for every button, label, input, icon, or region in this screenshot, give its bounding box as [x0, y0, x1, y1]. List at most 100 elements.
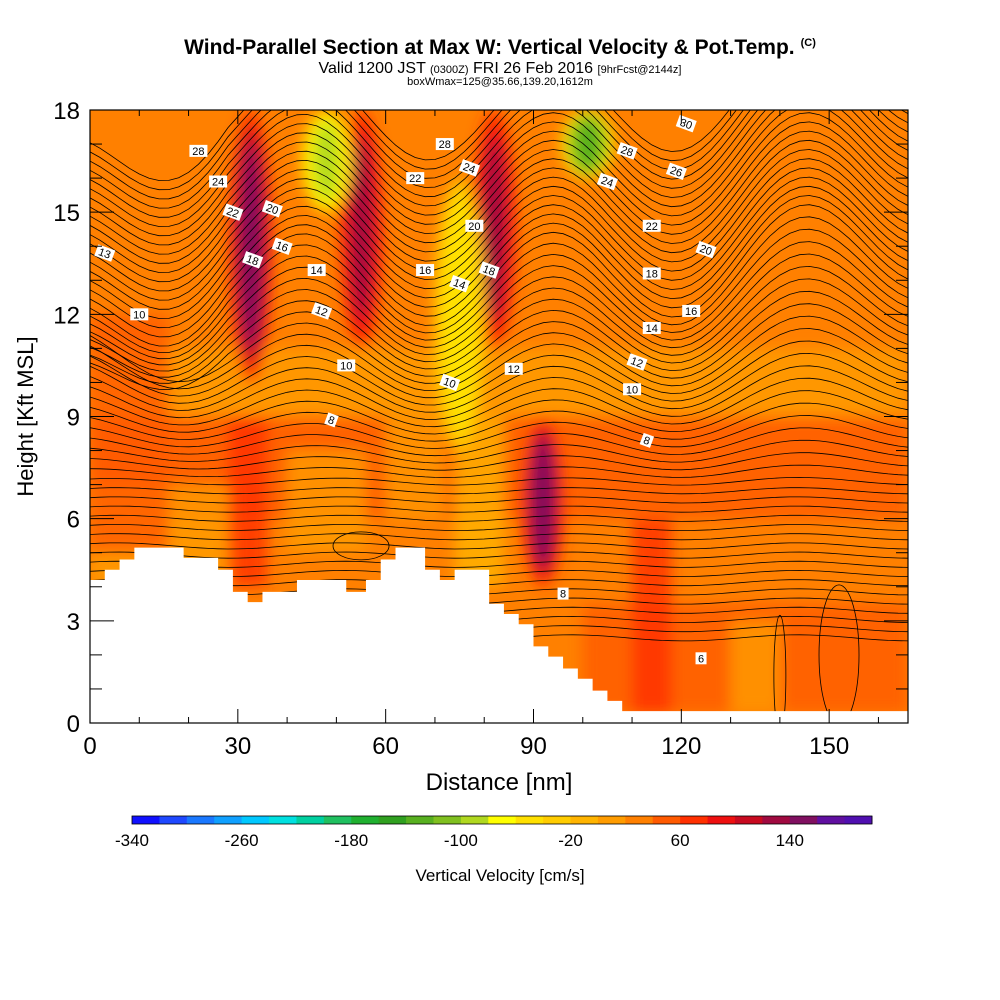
- theta-contour-labels: 30 28 28 28 26 24 24 24 22 22 22 20 20 20 18 18 18 16 16 16…: [94, 114, 717, 665]
- colorbar-tick-label: -180: [334, 831, 368, 850]
- contour-label: 13: [94, 244, 116, 262]
- svg-text:24: 24: [461, 161, 477, 176]
- svg-text:10: 10: [340, 360, 352, 372]
- colorbar-tick-label: 60: [671, 831, 690, 850]
- contour-label: 10: [337, 359, 356, 372]
- contour-label: 18: [242, 251, 264, 269]
- theta-contour: [90, 439, 908, 464]
- velocity-core-6-2: [574, 118, 601, 170]
- theta-contour: [90, 176, 908, 319]
- svg-text:26: 26: [668, 165, 684, 180]
- forecast-info: [9hrFcst@2144z]: [597, 64, 682, 76]
- svg-text:12: 12: [508, 364, 520, 376]
- svg-text:14: 14: [646, 323, 658, 335]
- theta-contour: [90, 352, 908, 413]
- theta-contour: [90, 110, 908, 200]
- svg-text:22: 22: [409, 173, 421, 185]
- colorbar-label: Vertical Velocity [cm/s]: [415, 866, 584, 885]
- svg-text:20: 20: [264, 202, 280, 217]
- colorbar-tick-label: -100: [444, 831, 478, 850]
- theta-contour: [90, 158, 908, 301]
- theta-contour: [90, 390, 908, 435]
- svg-text:8: 8: [642, 435, 652, 448]
- contour-label: 6: [695, 652, 707, 665]
- colorbar-swatch: [132, 816, 160, 824]
- colorbar-swatch: [159, 816, 188, 824]
- colorbar-swatch: [351, 816, 380, 824]
- plot-axes: 0 30 60 90 120 150 0 3 6 9 12 15 18 Distance [nm] Heig…: [13, 98, 909, 796]
- contour-label: 20: [695, 240, 717, 259]
- theta-contour: [90, 167, 908, 310]
- x-tick-label: 60: [372, 733, 399, 760]
- colorbar-swatch: [707, 816, 736, 824]
- theta-contour: [90, 340, 908, 406]
- colorbar-swatch: [734, 816, 763, 824]
- colorbar-swatch: [214, 816, 243, 824]
- title-main: Wind-Parallel Section at Max W: Vertical…: [184, 36, 795, 59]
- contour-label: 24: [209, 175, 228, 189]
- svg-text:16: 16: [685, 306, 697, 318]
- y-tick-label: 3: [67, 609, 80, 636]
- terrain: [90, 547, 908, 723]
- contour-label: 10: [623, 383, 642, 396]
- theta-contour: [90, 514, 908, 522]
- theta-contour: [90, 560, 908, 568]
- x-axis-label: Distance [nm]: [426, 769, 573, 796]
- theta-contour: [90, 195, 908, 338]
- theta-contour: [90, 149, 908, 292]
- theta-contour: [90, 228, 908, 360]
- svg-text:18: 18: [646, 268, 658, 280]
- theta-contour: [90, 464, 908, 479]
- theta-contour: [90, 265, 908, 378]
- svg-text:16: 16: [419, 265, 431, 277]
- svg-text:6: 6: [698, 653, 704, 665]
- contour-label: 28: [189, 144, 208, 158]
- contour-label: 22: [642, 219, 661, 233]
- valid-time-jst: Valid 1200 JST: [318, 60, 426, 77]
- theta-contour: [90, 278, 908, 384]
- theta-contour: [90, 185, 908, 329]
- colorbar-swatch: [817, 816, 846, 824]
- colorbar-frame: [131, 815, 873, 825]
- theta-contour: [90, 328, 908, 399]
- theta-contour: [90, 524, 908, 532]
- contour-label: 28: [435, 138, 454, 151]
- theta-contour-closed-2: [818, 584, 860, 723]
- theta-contour: [90, 112, 908, 255]
- velocity-core-5-2: [446, 210, 473, 418]
- theta-contour: [90, 402, 908, 442]
- colorbar-swatch: [241, 816, 270, 824]
- svg-text:10: 10: [442, 376, 458, 391]
- x-tick-label: 90: [520, 733, 547, 760]
- theta-contour: [90, 487, 908, 495]
- contour-label: 20: [465, 219, 484, 233]
- x-tick-label: 30: [224, 733, 251, 760]
- y-tick-label: 6: [67, 507, 80, 534]
- theta-contour-closed-1: [773, 614, 787, 723]
- contour-label: 8: [639, 432, 655, 448]
- theta-contour: [90, 290, 908, 390]
- contour-label: 26: [665, 162, 687, 181]
- theta-contour: [90, 542, 908, 550]
- theta-contour: [90, 377, 908, 428]
- contour-label: 12: [311, 302, 333, 320]
- colorbar-tick-label: -20: [558, 831, 583, 850]
- theta-contour: [90, 110, 908, 218]
- theta-contour: [90, 130, 908, 273]
- theta-contour: [90, 505, 908, 513]
- contour-label: 22: [406, 172, 425, 185]
- svg-text:20: 20: [698, 243, 714, 258]
- theta-contour: [90, 533, 908, 541]
- svg-text:8: 8: [326, 414, 336, 427]
- svg-text:12: 12: [313, 304, 329, 319]
- svg-text:10: 10: [133, 309, 145, 321]
- contour-label: 16: [271, 237, 293, 255]
- svg-text:10: 10: [626, 384, 638, 396]
- svg-text:22: 22: [225, 205, 241, 220]
- theta-contour: [90, 365, 908, 420]
- contour-label: 10: [439, 373, 461, 392]
- colorbar-swatch: [488, 816, 517, 824]
- valid-time-line: Valid 1200 JST (0300Z) FRI 26 Feb 2016 […: [0, 60, 1000, 78]
- theta-contour: [90, 415, 908, 449]
